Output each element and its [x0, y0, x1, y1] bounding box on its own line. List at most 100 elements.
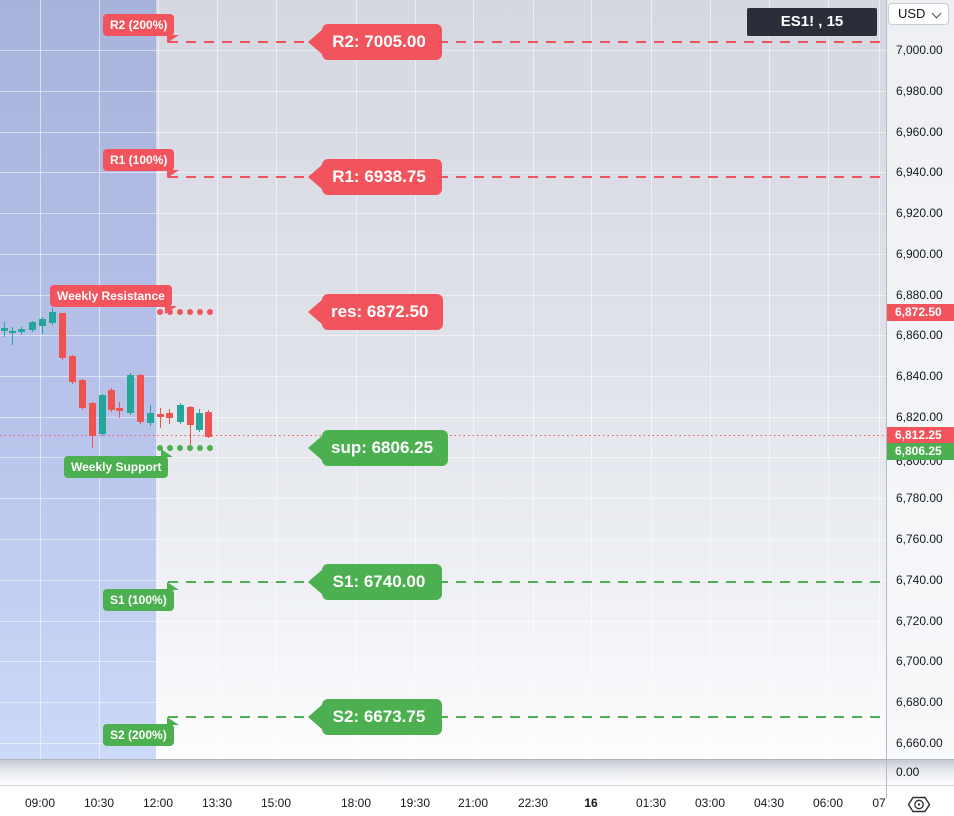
- pivot-label-s2[interactable]: S2 (200%): [103, 717, 179, 746]
- level-line-r2[interactable]: [168, 41, 885, 43]
- price-axis[interactable]: 7,000.00 6,980.00 6,960.00 6,940.00 6,920.00…: [887, 0, 954, 759]
- candle-body: [58, 313, 66, 358]
- vertical-gridline: [710, 0, 711, 759]
- candle-body: [98, 395, 106, 434]
- horizontal-gridline: [0, 254, 886, 255]
- horizontal-gridline: [0, 50, 886, 51]
- horizontal-gridline: [0, 91, 886, 92]
- vertical-gridline: [356, 0, 357, 759]
- horizontal-gridline: [0, 335, 886, 336]
- vertical-gridline: [651, 0, 652, 759]
- chevron-down-icon: [931, 8, 942, 19]
- candle-body: [156, 414, 164, 417]
- level-label-arrow-icon: [308, 704, 323, 730]
- level-label-text: R1: 6938.75: [322, 159, 442, 195]
- horizontal-gridline: [0, 498, 886, 499]
- vertical-gridline: [40, 0, 41, 759]
- vertical-gridline: [158, 0, 159, 759]
- vertical-gridline: [217, 0, 218, 759]
- price-axis-label: 6,900.00: [896, 247, 943, 261]
- candle-body: [0, 328, 8, 331]
- symbol-badge[interactable]: ES1! , 15: [747, 8, 877, 36]
- vertical-gridline: [99, 0, 100, 759]
- level-line-s1[interactable]: [168, 581, 885, 583]
- level-price-label-s2[interactable]: S2: 6673.75: [308, 699, 442, 735]
- candle-body: [38, 319, 46, 326]
- time-axis-divider: [886, 785, 887, 799]
- candle-body: [28, 322, 36, 330]
- price-axis-label: 6,720.00: [896, 614, 943, 628]
- candle-wick: [189, 406, 191, 446]
- time-axis[interactable]: 09:00 10:30 12:00 13:30 15:00 18:00 19:30 21:00…: [0, 785, 954, 816]
- price-tag: 6,872.50: [887, 303, 954, 321]
- time-axis-label: 13:30: [201, 796, 233, 810]
- level-dot-res: [157, 309, 163, 315]
- price-axis-label: 6,840.00: [896, 369, 943, 383]
- level-label-text: S1: 6740.00: [322, 564, 442, 600]
- level-label-arrow-icon: [308, 299, 323, 325]
- price-axis-label: 6,660.00: [896, 736, 943, 750]
- candle-body: [8, 331, 16, 333]
- pivot-label-r1[interactable]: R1 (100%): [103, 149, 180, 178]
- price-axis-label: 6,760.00: [896, 532, 943, 546]
- price-axis-label: 6,880.00: [896, 288, 943, 302]
- price-axis-label: 6,740.00: [896, 573, 943, 587]
- price-axis-border: [886, 0, 887, 785]
- time-axis-label: 18:00: [340, 796, 372, 810]
- price-axis-label: 6,940.00: [896, 165, 943, 179]
- time-axis-label: 04:30: [753, 796, 785, 810]
- pivot-label-sup[interactable]: Weekly Support: [64, 449, 174, 478]
- time-axis-label: 16: [584, 796, 598, 810]
- horizontal-gridline: [0, 621, 886, 622]
- price-axis-label: 6,920.00: [896, 206, 943, 220]
- candle-body: [68, 356, 76, 382]
- horizontal-gridline: [0, 702, 886, 703]
- time-axis-label: 10:30: [83, 796, 115, 810]
- level-label-text: res: 6872.50: [322, 294, 444, 330]
- currency-selector[interactable]: USD: [888, 3, 949, 25]
- timezone-settings-icon[interactable]: [907, 796, 931, 813]
- candle-body: [146, 413, 154, 423]
- time-axis-label: 09:00: [24, 796, 56, 810]
- level-price-label-r1[interactable]: R1: 6938.75: [308, 159, 442, 195]
- price-axis-label: 6,700.00: [896, 654, 943, 668]
- pivot-label-tail: [164, 306, 177, 314]
- chart-plot[interactable]: R2 (200%) R2: 7005.00 R1 (100%) R1: 6938.75…: [0, 0, 889, 785]
- time-axis-label: 07: [872, 796, 886, 810]
- time-axis-label: 06:00: [812, 796, 844, 810]
- time-axis-label: 22:30: [517, 796, 549, 810]
- level-label-text: R2: 7005.00: [322, 24, 442, 60]
- pivot-label-tail: [167, 170, 180, 178]
- level-price-label-s1[interactable]: S1: 6740.00: [308, 564, 442, 600]
- vertical-gridline: [533, 0, 534, 759]
- pivot-label-tail: [166, 717, 179, 725]
- level-dot-sup: [167, 445, 173, 451]
- candle-body: [204, 412, 212, 437]
- vertical-gridline: [415, 0, 416, 759]
- level-price-label-res[interactable]: res: 6872.50: [308, 294, 444, 330]
- level-label-arrow-icon: [308, 569, 323, 595]
- pivot-label-r2[interactable]: R2 (200%): [103, 14, 180, 43]
- price-tag: 6,806.25: [887, 442, 954, 460]
- level-price-label-r2[interactable]: R2: 7005.00: [308, 24, 442, 60]
- price-axis-label: 6,780.00: [896, 491, 943, 505]
- level-dot-res: [187, 309, 193, 315]
- level-label-arrow-icon: [308, 164, 323, 190]
- time-axis-label: 12:00: [142, 796, 174, 810]
- vertical-gridline: [769, 0, 770, 759]
- horizontal-gridline: [0, 580, 886, 581]
- candle-body: [126, 375, 134, 413]
- candle-body: [17, 329, 25, 332]
- pivot-label-s1[interactable]: S1 (100%): [103, 582, 179, 611]
- level-dot-res: [197, 309, 203, 315]
- level-dot-sup: [207, 445, 213, 451]
- level-line-r1[interactable]: [168, 176, 885, 178]
- candle-body: [107, 390, 115, 410]
- price-axis-label: 6,820.00: [896, 410, 943, 424]
- level-price-label-sup[interactable]: sup: 6806.25: [308, 430, 449, 466]
- pivot-label-res[interactable]: Weekly Resistance: [50, 285, 177, 314]
- vertical-gridline: [879, 0, 880, 759]
- level-line-s2[interactable]: [168, 716, 885, 718]
- horizontal-gridline: [0, 172, 886, 173]
